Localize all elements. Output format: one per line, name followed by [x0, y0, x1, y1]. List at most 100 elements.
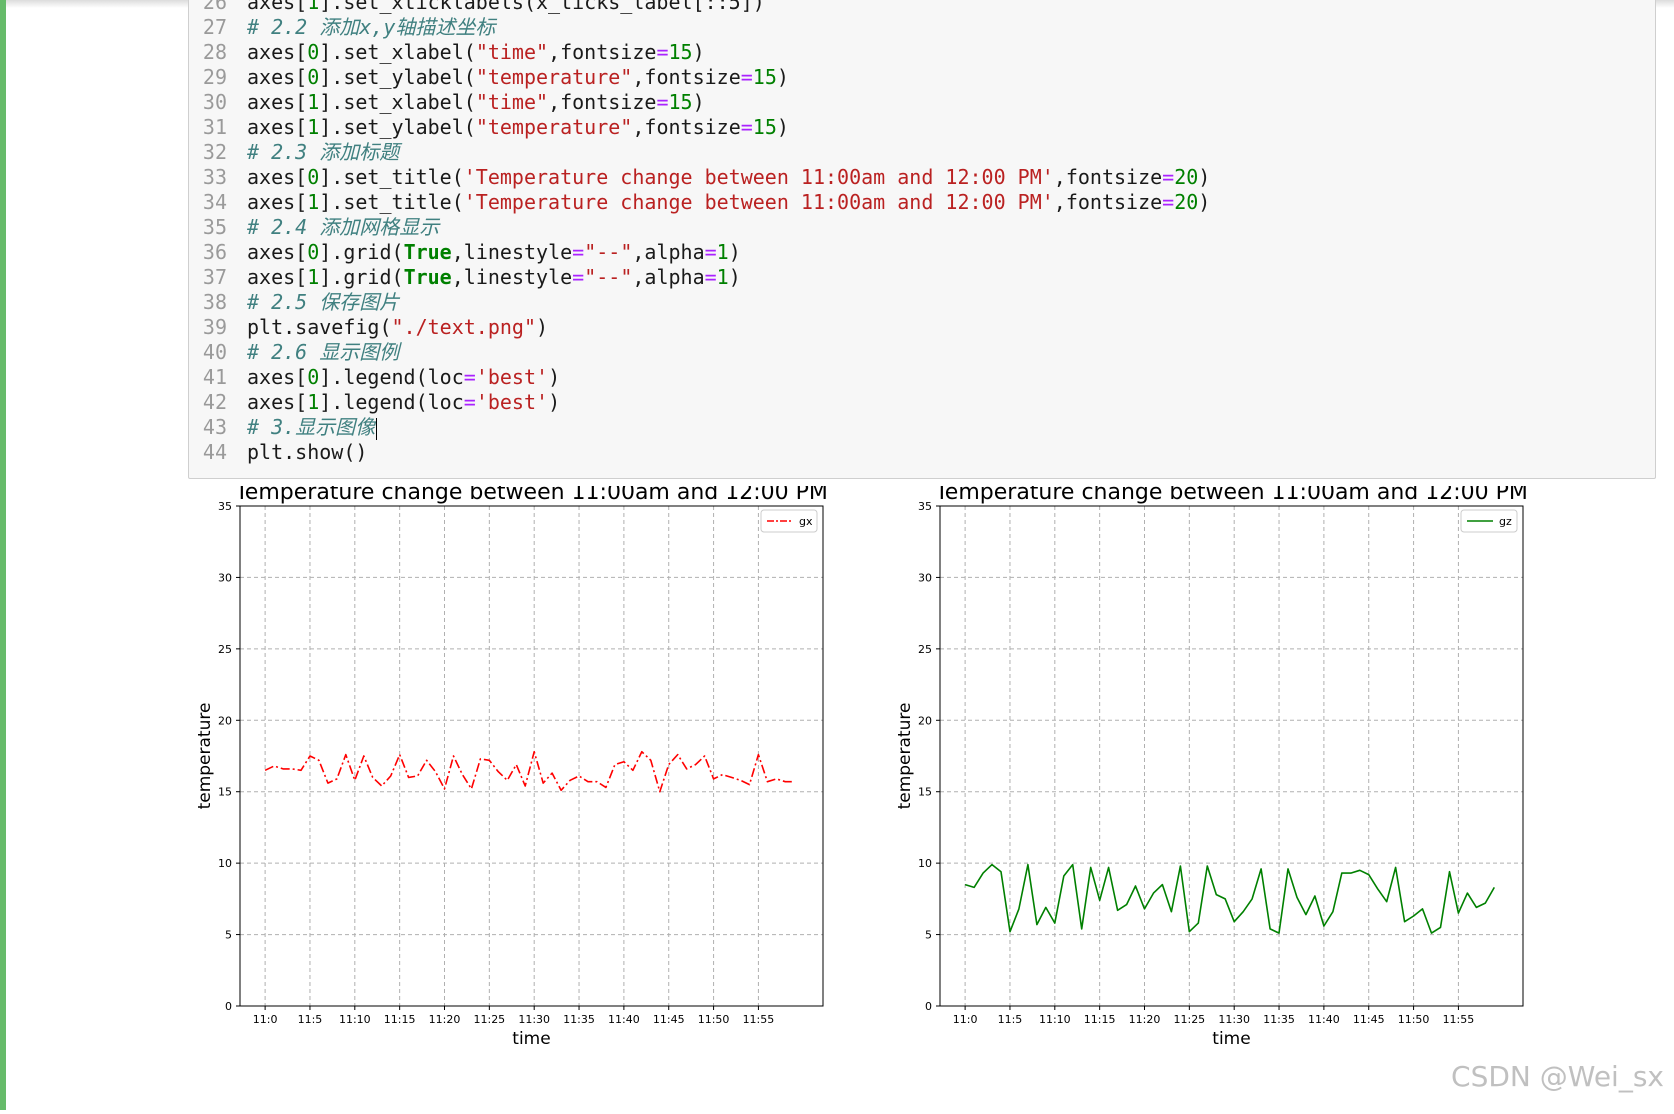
- code-token: ,fontsize: [1053, 190, 1163, 214]
- code-line[interactable]: 31 axes[1].set_ylabel("temperature",fonts…: [189, 115, 1655, 140]
- y-tick-label: 30: [218, 571, 232, 584]
- y-tick-label: 35: [218, 500, 232, 513]
- code-token: plt.show(): [247, 440, 368, 464]
- code-token: 'Temperature change between 11:00am and …: [463, 165, 1054, 189]
- code-line[interactable]: 28 axes[0].set_xlabel("time",fontsize=15): [189, 40, 1655, 65]
- code-text[interactable]: # 2.6 显示图例: [247, 340, 399, 365]
- code-token: =: [656, 90, 669, 114]
- code-line[interactable]: 38 # 2.5 保存图片: [189, 290, 1655, 315]
- code-token: "time": [475, 90, 549, 114]
- code-line[interactable]: 36 axes[0].grid(True,linestyle="--",alpha…: [189, 240, 1655, 265]
- code-token: =: [572, 265, 585, 289]
- x-tick-label: 11:45: [1353, 1013, 1385, 1026]
- watermark: CSDN @Wei_sx: [1451, 1060, 1664, 1093]
- code-token: "time": [475, 40, 549, 64]
- plot-frame: [939, 505, 1524, 1007]
- code-token: 0: [307, 165, 320, 189]
- code-token: 1: [307, 0, 320, 14]
- code-cell[interactable]: 26 axes[1].set_xticklabels(x_ticks_label[…: [188, 0, 1656, 479]
- plot-frame: [239, 505, 824, 1007]
- x-tick-label: 11:5: [998, 1013, 1023, 1026]
- code-text[interactable]: # 2.4 添加网格显示: [247, 215, 439, 240]
- code-line[interactable]: 44 plt.show(): [189, 440, 1655, 465]
- y-tick-label: 10: [218, 857, 232, 870]
- code-token: axes[: [247, 365, 308, 389]
- x-tick-label: 11:15: [1084, 1013, 1116, 1026]
- code-line[interactable]: 33 axes[0].set_title('Temperature change …: [189, 165, 1655, 190]
- code-line[interactable]: 26 axes[1].set_xticklabels(x_ticks_label[…: [189, 0, 1655, 15]
- code-line[interactable]: 40 # 2.6 显示图例: [189, 340, 1655, 365]
- code-text[interactable]: axes[0].legend(loc='best'): [247, 365, 560, 390]
- code-token: ].grid(: [319, 240, 404, 264]
- code-token: 20: [1174, 165, 1199, 189]
- line-number: 30: [202, 90, 227, 114]
- x-tick-label: 11:5: [298, 1013, 323, 1026]
- line-number: 40: [202, 340, 227, 364]
- code-text[interactable]: plt.savefig("./text.png"): [247, 315, 548, 340]
- x-tick-label: 11:0: [953, 1013, 978, 1026]
- code-text[interactable]: axes[1].grid(True,linestyle="--",alpha=1…: [247, 265, 741, 290]
- code-token: ,fontsize: [632, 65, 741, 89]
- code-token: ): [1198, 190, 1211, 214]
- code-text[interactable]: axes[1].set_xticklabels(x_ticks_label[::…: [247, 0, 765, 15]
- code-token: ): [536, 315, 549, 339]
- code-text[interactable]: axes[1].legend(loc='best'): [247, 390, 560, 415]
- legend-label: gx: [799, 515, 813, 528]
- code-text[interactable]: # 3.显示图像: [247, 415, 378, 440]
- code-token: ): [728, 240, 741, 264]
- code-text[interactable]: axes[0].grid(True,linestyle="--",alpha=1…: [247, 240, 741, 265]
- code-token: ,alpha: [632, 265, 705, 289]
- code-text[interactable]: plt.show(): [247, 440, 367, 465]
- code-text[interactable]: axes[1].set_title('Temperature change be…: [247, 190, 1210, 215]
- y-tick-label: 25: [918, 643, 932, 656]
- x-tick-label: 11:10: [339, 1013, 371, 1026]
- code-token: axes[: [247, 65, 308, 89]
- code-text[interactable]: axes[0].set_ylabel("temperature",fontsiz…: [247, 65, 789, 90]
- x-tick-label: 11:45: [653, 1013, 685, 1026]
- code-token: axes[: [247, 0, 308, 14]
- code-editor[interactable]: 26 axes[1].set_xticklabels(x_ticks_label[…: [189, 0, 1655, 465]
- code-token: 1: [716, 240, 729, 264]
- code-token: ): [1198, 165, 1211, 189]
- code-text[interactable]: axes[0].set_title('Temperature change be…: [247, 165, 1210, 190]
- code-text[interactable]: axes[1].set_xlabel("time",fontsize=15): [247, 90, 705, 115]
- line-number: 38: [202, 290, 227, 314]
- x-tick-label: 11:10: [1039, 1013, 1071, 1026]
- code-text[interactable]: # 2.3 添加标题: [247, 140, 399, 165]
- code-line[interactable]: 35 # 2.4 添加网格显示: [189, 215, 1655, 240]
- code-token: 1: [307, 190, 320, 214]
- y-tick-label: 35: [918, 500, 932, 513]
- code-token: # 2.6 显示图例: [247, 340, 400, 364]
- code-line[interactable]: 37 axes[1].grid(True,linestyle="--",alpha…: [189, 265, 1655, 290]
- code-text[interactable]: # 2.5 保存图片: [247, 290, 399, 315]
- code-text[interactable]: # 2.2 添加x,y轴描述坐标: [247, 15, 495, 40]
- code-line[interactable]: 42 axes[1].legend(loc='best'): [189, 390, 1655, 415]
- x-tick-label: 11:55: [1443, 1013, 1475, 1026]
- line-number: 32: [202, 140, 227, 164]
- x-tick-label: 11:20: [1129, 1013, 1161, 1026]
- code-line[interactable]: 29 axes[0].set_ylabel("temperature",fonts…: [189, 65, 1655, 90]
- code-token: =: [463, 390, 476, 414]
- code-token: axes[: [247, 165, 308, 189]
- code-line[interactable]: 34 axes[1].set_title('Temperature change …: [189, 190, 1655, 215]
- chart-panel-1: 0 5 10 15 20 25 30 35 11:0 11:5 11:10 11:15 11:20 11:…: [195, 480, 828, 1049]
- code-token: "./text.png": [391, 315, 537, 339]
- code-line[interactable]: 27 # 2.2 添加x,y轴描述坐标: [189, 15, 1655, 40]
- line-number: 26: [202, 0, 227, 14]
- code-line[interactable]: 30 axes[1].set_xlabel("time",fontsize=15): [189, 90, 1655, 115]
- code-line[interactable]: 32 # 2.3 添加标题: [189, 140, 1655, 165]
- code-token: ].set_ylabel(: [319, 65, 476, 89]
- code-line[interactable]: 41 axes[0].legend(loc='best'): [189, 365, 1655, 390]
- code-token: axes[: [247, 40, 308, 64]
- code-token: axes[: [247, 265, 308, 289]
- code-text[interactable]: axes[1].set_ylabel("temperature",fontsiz…: [247, 115, 789, 140]
- code-token: axes[: [247, 90, 308, 114]
- code-token: =: [740, 65, 753, 89]
- y-axis-label: temperature: [895, 703, 915, 810]
- line-number: 27: [202, 15, 227, 39]
- code-token: ,fontsize: [1053, 165, 1163, 189]
- code-text[interactable]: axes[0].set_xlabel("time",fontsize=15): [247, 40, 705, 65]
- code-line[interactable]: 39 plt.savefig("./text.png"): [189, 315, 1655, 340]
- code-line[interactable]: 43 # 3.显示图像: [189, 415, 1655, 440]
- y-tick-label: 15: [918, 786, 932, 799]
